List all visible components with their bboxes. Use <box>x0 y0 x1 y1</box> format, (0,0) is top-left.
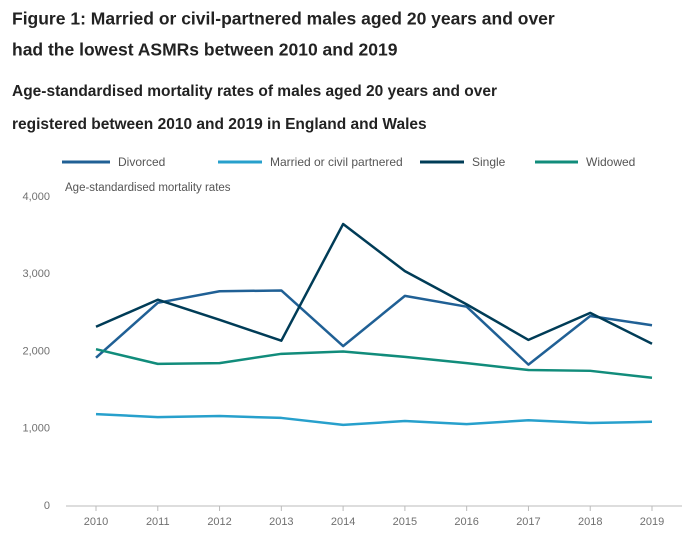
chart-title: had the lowest ASMRs between 2010 and 20… <box>12 40 398 60</box>
legend-label: Widowed <box>586 155 635 169</box>
legend-label: Married or civil partnered <box>270 155 403 169</box>
legend-label: Divorced <box>118 155 165 169</box>
y-tick-label: 4,000 <box>22 191 50 203</box>
y-tick-label: 1,000 <box>22 423 50 435</box>
x-tick-label: 2019 <box>640 516 664 528</box>
line-series <box>95 412 653 427</box>
y-tick-label: 2,000 <box>22 345 50 357</box>
x-tick-label: 2011 <box>146 516 170 528</box>
x-tick-label: 2010 <box>84 516 108 528</box>
x-tick-label: 2017 <box>516 516 540 528</box>
x-tick-label: 2016 <box>454 516 478 528</box>
x-tick-label: 2018 <box>578 516 602 528</box>
line-series <box>95 289 653 366</box>
legend-label: Single <box>472 155 506 169</box>
x-tick-label: 2015 <box>393 516 417 528</box>
line-series <box>95 347 653 380</box>
y-tick-label: 0 <box>44 500 50 512</box>
x-tick-label: 2012 <box>207 516 231 528</box>
y-tick-label: 3,000 <box>22 268 50 280</box>
chart-subtitle: Age-standardised mortality rates of male… <box>12 83 497 100</box>
x-tick-label: 2013 <box>269 516 293 528</box>
chart-subtitle: registered between 2010 and 2019 in Engl… <box>12 116 427 133</box>
line-series <box>95 222 653 345</box>
x-tick-label: 2014 <box>331 516 355 528</box>
y-axis-label: Age-standardised mortality rates <box>65 182 231 194</box>
chart-title: Figure 1: Married or civil-partnered mal… <box>12 9 555 29</box>
